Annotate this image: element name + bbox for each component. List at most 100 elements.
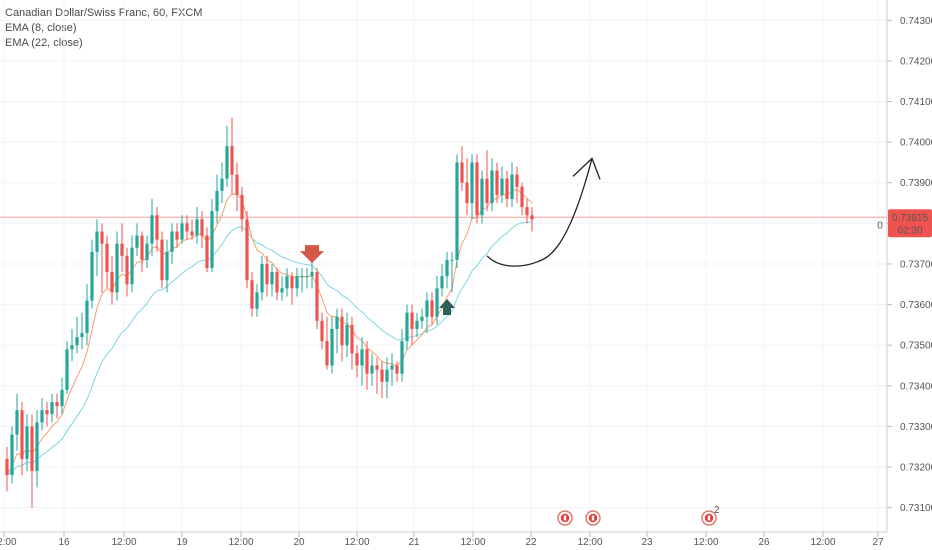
candle-body xyxy=(375,365,379,370)
candles xyxy=(5,117,534,508)
annotations xyxy=(300,245,455,316)
candle-body xyxy=(505,178,509,199)
candle-body xyxy=(105,243,109,273)
ema22-line xyxy=(6,221,533,476)
candle-body xyxy=(135,235,139,248)
ema8-legend[interactable]: EMA (8, close) xyxy=(5,22,77,34)
candle-body xyxy=(210,211,214,269)
candle-body xyxy=(450,259,454,261)
price-tick-label: 0.73100 xyxy=(900,503,932,514)
candle-body xyxy=(190,231,194,236)
candle-body xyxy=(60,389,64,407)
candle-body xyxy=(75,337,79,346)
candle-body xyxy=(215,190,219,212)
candle-body xyxy=(300,276,304,278)
candle-body xyxy=(470,162,474,204)
candle-body xyxy=(55,402,59,407)
candle-body xyxy=(125,255,129,285)
candle-body xyxy=(275,272,279,293)
time-tick-label: 20 xyxy=(293,537,305,548)
candle-body xyxy=(185,223,189,232)
candle-body xyxy=(370,365,374,374)
time-tick-label: 12:00 xyxy=(344,537,369,548)
time-tick-label: 23 xyxy=(641,537,653,548)
candle-body xyxy=(440,276,444,289)
candle-body xyxy=(45,410,49,415)
candle-body xyxy=(420,316,424,321)
candle-body xyxy=(510,174,514,199)
candle-body xyxy=(485,178,489,204)
candle-body xyxy=(465,182,469,204)
candle-body xyxy=(35,422,39,472)
candle-body xyxy=(285,276,289,289)
candle-body xyxy=(145,243,149,260)
candle-body xyxy=(155,215,159,240)
candle-body xyxy=(290,276,294,289)
candle-body xyxy=(390,365,394,370)
time-tick-label: 12:00 xyxy=(810,537,835,548)
hand-drawn-arrow xyxy=(486,157,601,267)
candle-body xyxy=(70,345,74,350)
candle-body xyxy=(170,231,174,252)
time-tick-label: 12:00 xyxy=(577,537,602,548)
candle-body xyxy=(260,263,264,293)
candle-body xyxy=(5,458,9,476)
candle-body xyxy=(65,349,69,390)
candle-body xyxy=(425,300,429,317)
candle-body xyxy=(350,324,354,354)
candle-body xyxy=(265,263,269,285)
candle-body xyxy=(180,223,184,240)
price-scale-zero: 0 xyxy=(877,220,883,231)
candle-body xyxy=(480,178,484,216)
candle-body xyxy=(15,410,19,435)
time-tick-label: 12:00 xyxy=(111,537,136,548)
time-tick-label: 12:00 xyxy=(228,537,253,548)
time-axis[interactable]: 12:00 16 12:00 19 12:00 20 12:00 21 12:00 22 12:00… xyxy=(0,532,884,548)
event-flag-icon xyxy=(563,515,567,521)
candle-body xyxy=(355,353,359,366)
candle-body xyxy=(25,426,29,459)
candle-body xyxy=(50,402,54,415)
candle-body xyxy=(360,349,364,366)
candle-body xyxy=(430,300,434,317)
candle-body xyxy=(490,170,494,204)
candle-body xyxy=(95,231,99,252)
candle-body xyxy=(85,300,89,334)
candle-body xyxy=(405,312,409,342)
candle-body xyxy=(295,276,299,289)
symbol-title[interactable]: Canadian Dollar/Swiss Franc, 60, FXCM xyxy=(5,7,203,19)
candle-body xyxy=(100,231,104,244)
time-tick-label: 12:00 xyxy=(460,537,485,548)
candle-body xyxy=(340,316,344,346)
candle-body xyxy=(385,369,389,382)
candle-body xyxy=(140,235,144,260)
candle-body xyxy=(460,162,464,183)
time-tick-label: 19 xyxy=(176,537,188,548)
ema22-legend[interactable]: EMA (22, close) xyxy=(5,37,83,49)
candle-body xyxy=(255,292,259,309)
candle-body xyxy=(115,243,119,293)
candle-body xyxy=(20,410,24,459)
last-price-tag: 0.73815 02:30 xyxy=(888,209,932,238)
event-markers: 2 xyxy=(557,505,720,526)
candle-body xyxy=(400,341,404,374)
price-tag-box xyxy=(888,209,932,238)
candle-body xyxy=(435,288,439,317)
candle-body xyxy=(160,239,164,281)
candle-body xyxy=(240,194,244,220)
candle-body xyxy=(530,215,534,220)
candle-body xyxy=(270,272,274,285)
candle-body xyxy=(250,280,254,309)
candle-body xyxy=(165,251,169,281)
